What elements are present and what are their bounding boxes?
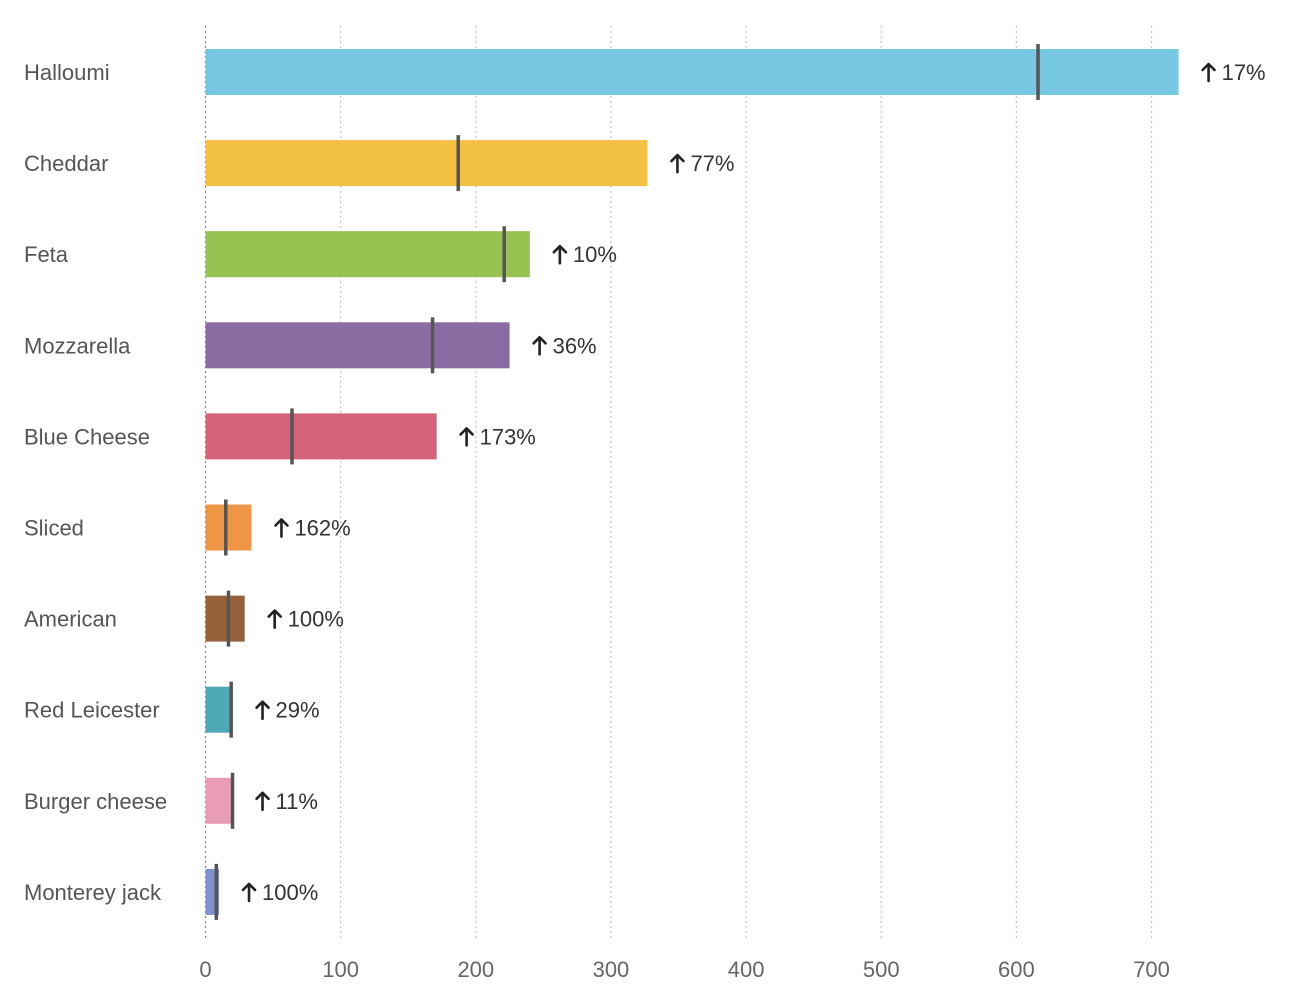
- change-label-cheddar: 77%: [690, 151, 734, 176]
- change-label-blue-cheese: 173%: [480, 424, 536, 449]
- arrow-up-icon: [552, 244, 568, 265]
- change-label-halloumi: 17%: [1222, 60, 1266, 85]
- bar-feta: [205, 231, 530, 278]
- x-tick-label-300: 300: [593, 957, 630, 982]
- x-tick-label-700: 700: [1133, 957, 1170, 982]
- x-tick-label-0: 0: [199, 957, 211, 982]
- arrow-up-icon: [267, 609, 282, 629]
- x-tick-label-500: 500: [863, 957, 900, 982]
- arrow-up-icon: [1201, 62, 1216, 83]
- bar-burger-cheese: [205, 777, 233, 824]
- bar-sliced: [205, 504, 252, 551]
- category-label-halloumi: Halloumi: [24, 60, 110, 85]
- change-label-feta: 10%: [573, 242, 617, 267]
- x-tick-label-100: 100: [322, 957, 359, 982]
- arrow-up-icon: [274, 518, 289, 538]
- bar-cheddar: [205, 140, 648, 187]
- change-label-american: 100%: [288, 607, 344, 632]
- arrow-up-icon: [241, 882, 257, 903]
- bar-mozzarella: [205, 322, 510, 369]
- change-label-mozzarella: 36%: [553, 333, 597, 358]
- arrow-up-icon: [670, 153, 685, 174]
- x-tick-label-200: 200: [457, 957, 494, 982]
- arrow-up-icon: [255, 791, 270, 812]
- bar-halloumi: [205, 49, 1179, 95]
- x-tick-label-400: 400: [728, 957, 765, 982]
- bars: [205, 44, 1179, 920]
- bar-blue-cheese: [205, 413, 437, 460]
- labels: 0 100 200 300 400 500 600 700 Halloumi 17% Cheddar…: [24, 60, 1266, 982]
- bar-red-leicester: [205, 686, 233, 733]
- category-label-red-leicester: Red Leicester: [24, 698, 160, 723]
- category-label-sliced: Sliced: [24, 516, 84, 541]
- category-label-monterey-jack: Monterey jack: [24, 880, 162, 905]
- x-tick-label-600: 600: [998, 957, 1035, 982]
- change-label-red-leicester: 29%: [276, 698, 320, 723]
- category-label-mozzarella: Mozzarella: [24, 333, 131, 358]
- change-label-monterey-jack: 100%: [262, 880, 318, 905]
- arrow-up-icon: [532, 336, 547, 356]
- arrow-up-icon: [255, 700, 270, 720]
- change-label-sliced: 162%: [294, 516, 350, 541]
- category-label-burger-cheese: Burger cheese: [24, 789, 167, 814]
- category-label-blue-cheese: Blue Cheese: [24, 424, 150, 449]
- change-label-burger-cheese: 11%: [276, 789, 318, 814]
- bar-american: [205, 595, 245, 642]
- arrow-up-icon: [459, 427, 474, 447]
- category-label-american: American: [24, 607, 117, 632]
- category-label-cheddar: Cheddar: [24, 151, 108, 176]
- category-label-feta: Feta: [24, 242, 69, 267]
